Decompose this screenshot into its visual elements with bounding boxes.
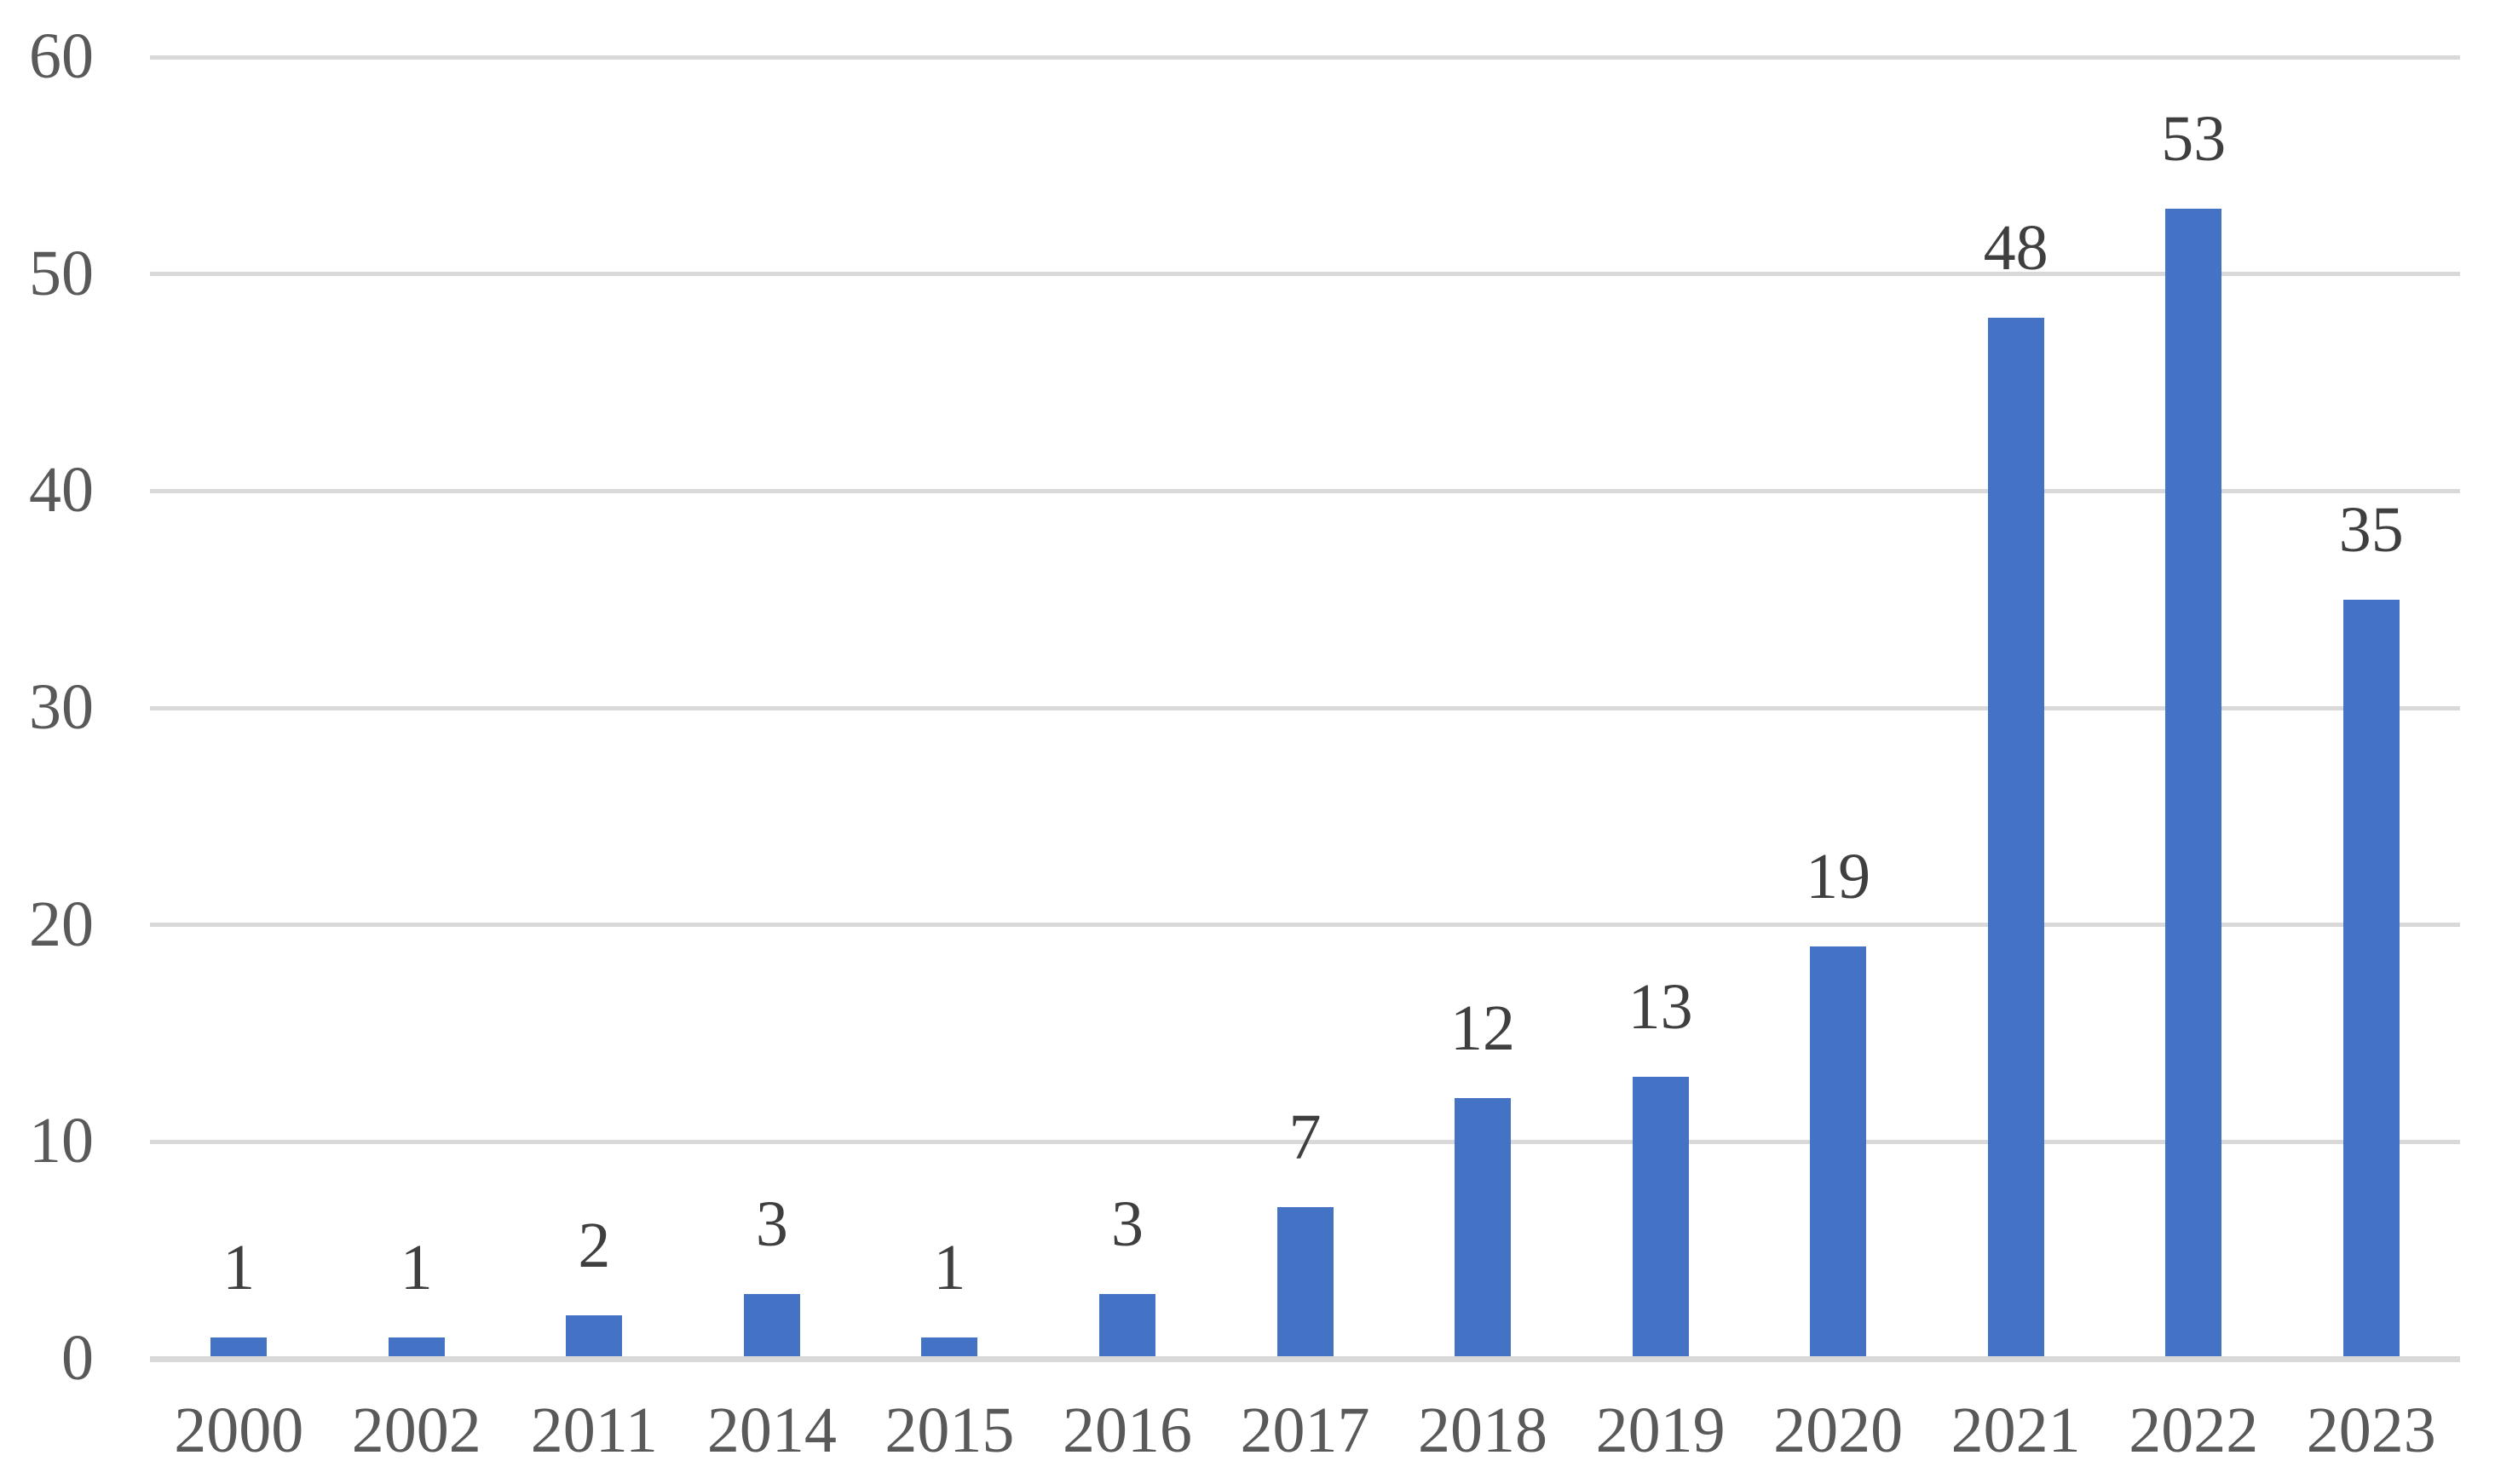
bar-2014: [743, 1293, 800, 1359]
data-label-2017: 7: [1288, 1101, 1322, 1173]
y-tick-label: 60: [29, 20, 94, 92]
data-label-2015: 1: [933, 1231, 966, 1303]
data-label-2018: 12: [1450, 992, 1516, 1065]
y-tick-label: 20: [29, 888, 94, 960]
data-label-2020: 19: [1806, 841, 1871, 913]
x-tick-label-2019: 2019: [1595, 1395, 1726, 1466]
gridline: [150, 488, 2460, 493]
data-label-2021: 48: [1983, 211, 2048, 284]
data-label-2022: 53: [2161, 103, 2227, 175]
x-tick-label-2021: 2021: [1950, 1395, 2081, 1466]
x-tick-label-2014: 2014: [706, 1395, 837, 1466]
gridline: [150, 272, 2460, 277]
data-label-2011: 2: [578, 1210, 611, 1282]
bar-2018: [1455, 1098, 1512, 1359]
bar-2016: [1098, 1293, 1155, 1359]
bar-2023: [2342, 599, 2400, 1359]
x-tick-label-2017: 2017: [1240, 1395, 1370, 1466]
gridline: [150, 705, 2460, 710]
gridline: [150, 923, 2460, 928]
y-tick-label: 30: [29, 671, 94, 743]
x-tick-label-2020: 2020: [1773, 1395, 1904, 1466]
data-label-2016: 3: [1110, 1188, 1144, 1260]
y-tick-label: 50: [29, 237, 94, 309]
bar-2002: [388, 1337, 445, 1359]
x-axis-line: [150, 1355, 2460, 1362]
x-tick-label-2002: 2002: [351, 1395, 481, 1466]
x-tick-label-2015: 2015: [884, 1395, 1015, 1466]
gridline: [150, 55, 2460, 60]
x-tick-label-2000: 2000: [174, 1395, 304, 1466]
data-label-2014: 3: [755, 1188, 788, 1260]
data-label-2023: 35: [2338, 493, 2404, 566]
x-tick-label-2023: 2023: [2306, 1395, 2436, 1466]
bar-2021: [1987, 317, 2044, 1359]
data-label-2019: 13: [1628, 970, 1693, 1043]
bar-2015: [921, 1337, 978, 1359]
bar-2011: [566, 1315, 623, 1359]
y-tick-label: 0: [61, 1322, 94, 1394]
data-label-2002: 1: [400, 1231, 433, 1303]
bar-2020: [1810, 946, 1867, 1359]
y-tick-label: 10: [29, 1105, 94, 1177]
bar-2000: [210, 1337, 268, 1359]
x-tick-label-2018: 2018: [1418, 1395, 1548, 1466]
bar-2022: [2165, 209, 2222, 1359]
bar-2019: [1632, 1076, 1689, 1359]
bar-2017: [1276, 1206, 1334, 1359]
x-tick-label-2022: 2022: [2129, 1395, 2259, 1466]
data-label-2000: 1: [222, 1231, 256, 1303]
gridline: [150, 1139, 2460, 1144]
y-tick-label: 40: [29, 454, 94, 526]
x-tick-label-2011: 2011: [530, 1395, 658, 1466]
x-tick-label-2016: 2016: [1062, 1395, 1192, 1466]
